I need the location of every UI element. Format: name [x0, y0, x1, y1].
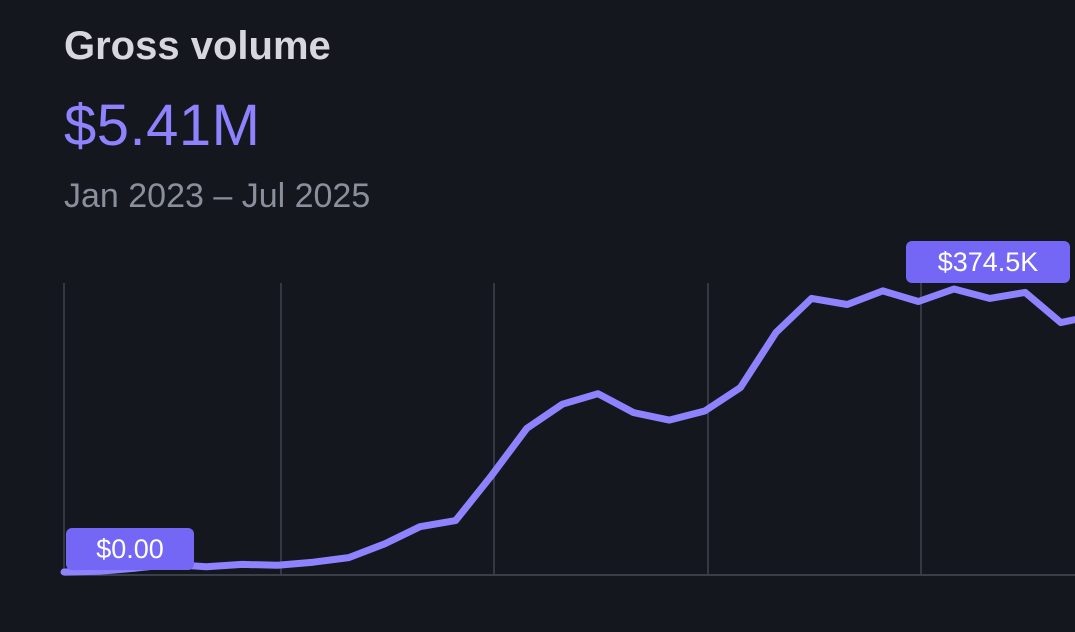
- badge-label: $0.00: [96, 534, 164, 564]
- badge-background: [906, 241, 1070, 283]
- date-range: Jan 2023 – Jul 2025: [64, 177, 371, 215]
- value-badge: $374.5K: [906, 241, 1070, 283]
- value-badge: $0.00: [66, 528, 194, 570]
- series-line: [60, 285, 1075, 576]
- data-points: [61, 286, 1075, 575]
- gridlines: [63, 283, 922, 575]
- badge-background: [66, 528, 194, 570]
- annotation-badges: $0.00 $374.5K: [66, 241, 1070, 570]
- chart-title: Gross volume: [64, 24, 331, 68]
- total-volume-value: $5.41M: [64, 93, 261, 158]
- badge-label: $374.5K: [938, 247, 1039, 277]
